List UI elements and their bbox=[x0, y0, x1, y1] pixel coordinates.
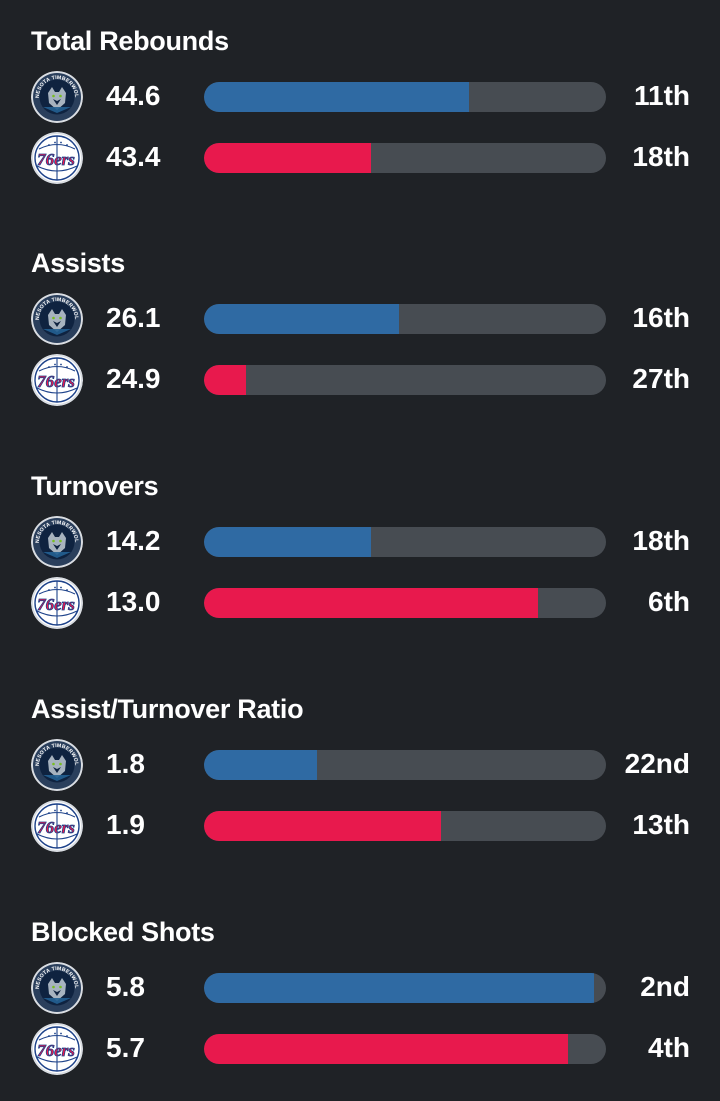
timberwolves-logo-svg: MINNESOTA TIMBERWOLVES bbox=[31, 516, 83, 568]
timberwolves-logo-icon: MINNESOTA TIMBERWOLVES bbox=[31, 71, 83, 123]
stat-title: Blocked Shots bbox=[31, 917, 215, 947]
76ers-logo-icon: 76ers bbox=[31, 577, 83, 629]
league-rank: 6th bbox=[648, 586, 690, 617]
stat-bar-fill bbox=[204, 973, 594, 1003]
league-rank: 11th bbox=[633, 80, 690, 111]
stat-bar-track bbox=[204, 811, 606, 841]
76ers-logo-icon: 76ers bbox=[31, 132, 83, 184]
stat-bar-track bbox=[204, 365, 606, 395]
stat-bar-track bbox=[204, 588, 606, 618]
logo-wordmark: 76ers bbox=[37, 372, 75, 391]
league-rank: 2nd bbox=[640, 971, 690, 1002]
logo-wordmark: 76ers bbox=[37, 595, 75, 614]
sixers-row: 76ers 1.9 13th bbox=[0, 798, 720, 854]
stat-value: 1.8 bbox=[106, 748, 145, 779]
stat-value: 26.1 bbox=[106, 302, 161, 333]
timberwolves-logo-svg: MINNESOTA TIMBERWOLVES bbox=[31, 71, 83, 123]
76ers-logo-svg: 76ers bbox=[31, 800, 83, 852]
stat-bar-fill bbox=[204, 365, 247, 395]
timberwolves-logo-svg: MINNESOTA TIMBERWOLVES bbox=[31, 293, 83, 345]
76ers-logo-svg: 76ers bbox=[31, 1023, 83, 1075]
stat-value: 5.7 bbox=[106, 1032, 145, 1063]
76ers-logo-icon: 76ers bbox=[31, 1023, 83, 1075]
wolves-row: MINNESOTA TIMBERWOLVES 1.8 22nd bbox=[0, 737, 720, 793]
stat-value: 43.4 bbox=[106, 141, 161, 172]
league-rank: 27th bbox=[632, 363, 690, 394]
stat-bar-track bbox=[204, 143, 606, 173]
stat-value: 14.2 bbox=[106, 525, 161, 556]
stat-title: Assist/Turnover Ratio bbox=[31, 694, 304, 724]
stat-bar-fill bbox=[204, 588, 538, 618]
league-rank: 16th bbox=[632, 302, 690, 333]
stat-value: 44.6 bbox=[106, 80, 161, 111]
timberwolves-logo-icon: MINNESOTA TIMBERWOLVES bbox=[31, 516, 83, 568]
logo-wordmark: 76ers bbox=[37, 1041, 75, 1060]
stat-title: Total Rebounds bbox=[31, 26, 229, 56]
stat-bar-fill bbox=[204, 1034, 568, 1064]
76ers-logo-svg: 76ers bbox=[31, 577, 83, 629]
stat-bar-track bbox=[204, 1034, 606, 1064]
76ers-logo-icon: 76ers bbox=[31, 354, 83, 406]
logo-wordmark: 76ers bbox=[37, 150, 75, 169]
stat-bar-fill bbox=[204, 750, 317, 780]
wolves-row: MINNESOTA TIMBERWOLVES 14.2 18th bbox=[0, 514, 720, 570]
stat-bar-track bbox=[204, 527, 606, 557]
wolves-row: MINNESOTA TIMBERWOLVES 26.1 16th bbox=[0, 291, 720, 347]
sixers-row: 76ers 24.9 27th bbox=[0, 352, 720, 408]
stat-bar-fill bbox=[204, 304, 399, 334]
stat-bar-track bbox=[204, 304, 606, 334]
stat-bar-track bbox=[204, 973, 606, 1003]
stat-bar-fill bbox=[204, 527, 371, 557]
timberwolves-logo-icon: MINNESOTA TIMBERWOLVES bbox=[31, 739, 83, 791]
stat-bar-fill bbox=[204, 82, 470, 112]
league-rank: 18th bbox=[632, 141, 690, 172]
stat-bar-fill bbox=[204, 143, 371, 173]
stat-value: 1.9 bbox=[106, 809, 145, 840]
timberwolves-logo-icon: MINNESOTA TIMBERWOLVES bbox=[31, 962, 83, 1014]
stat-bar-track bbox=[204, 82, 606, 112]
wolves-row: MINNESOTA TIMBERWOLVES 5.8 2nd bbox=[0, 960, 720, 1016]
wolves-row: MINNESOTA TIMBERWOLVES 44.6 11th bbox=[0, 69, 720, 125]
league-rank: 13th bbox=[632, 809, 690, 840]
76ers-logo-svg: 76ers bbox=[31, 354, 83, 406]
sixers-row: 76ers 43.4 18th bbox=[0, 130, 720, 186]
76ers-logo-icon: 76ers bbox=[31, 800, 83, 852]
stat-bar-track bbox=[204, 750, 606, 780]
stat-title: Turnovers bbox=[31, 471, 159, 501]
sixers-row: 76ers 5.7 4th bbox=[0, 1021, 720, 1077]
league-rank: 4th bbox=[648, 1032, 690, 1063]
stat-value: 24.9 bbox=[106, 363, 161, 394]
76ers-logo-svg: 76ers bbox=[31, 132, 83, 184]
timberwolves-logo-svg: MINNESOTA TIMBERWOLVES bbox=[31, 739, 83, 791]
league-rank: 18th bbox=[632, 525, 690, 556]
stat-value: 5.8 bbox=[106, 971, 145, 1002]
timberwolves-logo-icon: MINNESOTA TIMBERWOLVES bbox=[31, 293, 83, 345]
sixers-row: 76ers 13.0 6th bbox=[0, 575, 720, 631]
logo-wordmark: 76ers bbox=[37, 818, 75, 837]
league-rank: 22nd bbox=[624, 748, 690, 779]
stat-value: 13.0 bbox=[106, 586, 161, 617]
stat-bar-fill bbox=[204, 811, 442, 841]
timberwolves-logo-svg: MINNESOTA TIMBERWOLVES bbox=[31, 962, 83, 1014]
stat-title: Assists bbox=[31, 248, 125, 278]
